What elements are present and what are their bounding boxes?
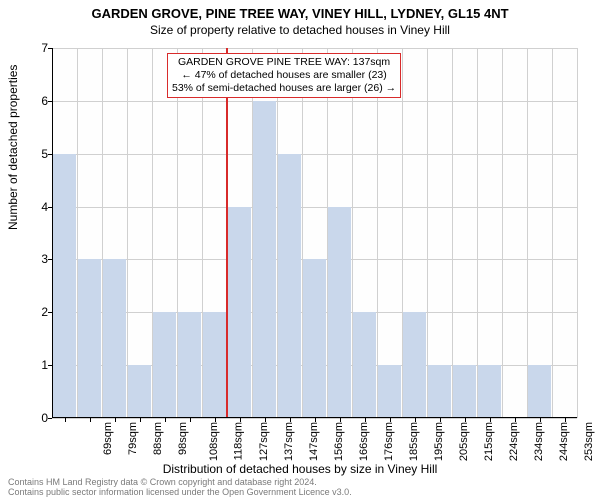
x-tick-label: 244sqm	[558, 422, 570, 461]
bar	[228, 207, 251, 418]
marker-line	[226, 48, 228, 418]
x-tick	[165, 418, 166, 422]
bar	[128, 365, 151, 418]
bar	[428, 365, 451, 418]
callout-box: GARDEN GROVE PINE TREE WAY: 137sqm← 47% …	[167, 53, 401, 98]
x-tick-label: 108sqm	[208, 422, 220, 461]
x-tick-label: 224sqm	[508, 422, 520, 461]
bar	[203, 312, 226, 418]
gridline-v	[452, 48, 453, 418]
x-tick-label: 88sqm	[152, 422, 164, 455]
bar	[453, 365, 476, 418]
bar	[53, 154, 76, 418]
y-axis-line	[52, 48, 53, 418]
callout-line: GARDEN GROVE PINE TREE WAY: 137sqm	[172, 56, 396, 69]
callout-line: 53% of semi-detached houses are larger (…	[172, 82, 396, 95]
y-tick	[48, 418, 52, 419]
y-tick-label: 0	[41, 411, 48, 425]
bar	[178, 312, 201, 418]
gridline-v	[427, 48, 428, 418]
footer-line-2: Contains public sector information licen…	[8, 488, 352, 498]
x-tick-label: 147sqm	[308, 422, 320, 461]
x-tick	[90, 418, 91, 422]
bar	[353, 312, 376, 418]
gridline-v	[552, 48, 553, 418]
footer-attribution: Contains HM Land Registry data © Crown c…	[8, 478, 352, 498]
chart-plot-area: GARDEN GROVE PINE TREE WAY: 137sqm← 47% …	[52, 48, 577, 418]
bar	[253, 101, 276, 418]
x-tick-label: 156sqm	[333, 422, 345, 461]
y-tick-label: 7	[41, 41, 48, 55]
x-tick-label: 79sqm	[127, 422, 139, 455]
x-tick	[115, 418, 116, 422]
page-title-1: GARDEN GROVE, PINE TREE WAY, VINEY HILL,…	[0, 0, 600, 21]
gridline-v	[527, 48, 528, 418]
y-tick-label: 2	[41, 305, 48, 319]
y-tick-label: 3	[41, 252, 48, 266]
x-tick-label: 205sqm	[458, 422, 470, 461]
x-tick	[65, 418, 66, 422]
x-tick-label: 118sqm	[232, 422, 244, 460]
bar	[528, 365, 551, 418]
gridline-h	[52, 101, 577, 102]
x-tick-label: 253sqm	[583, 422, 595, 461]
gridline-v	[477, 48, 478, 418]
gridline-h	[52, 207, 577, 208]
x-tick-label: 98sqm	[177, 422, 189, 455]
bar	[78, 259, 101, 418]
x-tick-label: 176sqm	[383, 422, 395, 461]
x-tick-label: 127sqm	[258, 422, 270, 461]
x-tick-label: 166sqm	[358, 422, 370, 461]
x-tick-label: 195sqm	[433, 422, 445, 461]
gridline-h	[52, 154, 577, 155]
gridline-v	[577, 48, 578, 418]
x-tick	[190, 418, 191, 422]
x-tick-label: 137sqm	[283, 422, 295, 461]
bar	[103, 259, 126, 418]
y-axis-label: Number of detached properties	[6, 65, 20, 230]
x-tick-label: 69sqm	[102, 422, 114, 455]
y-tick-label: 6	[41, 94, 48, 108]
y-tick-label: 4	[41, 200, 48, 214]
bar	[478, 365, 501, 418]
bar	[403, 312, 426, 418]
gridline-v	[127, 48, 128, 418]
bar	[378, 365, 401, 418]
x-tick-label: 234sqm	[533, 422, 545, 461]
y-tick-label: 1	[41, 358, 48, 372]
gridline-h	[52, 48, 577, 49]
x-tick-label: 185sqm	[408, 422, 420, 461]
y-tick-label: 5	[41, 147, 48, 161]
page-title-2: Size of property relative to detached ho…	[0, 21, 600, 37]
bar	[303, 259, 326, 418]
x-tick-label: 215sqm	[483, 422, 495, 461]
callout-line: ← 47% of detached houses are smaller (23…	[172, 69, 396, 82]
gridline-v	[502, 48, 503, 418]
gridline-v	[377, 48, 378, 418]
bar	[278, 154, 301, 418]
bar	[328, 207, 351, 418]
bar	[153, 312, 176, 418]
x-axis-label: Distribution of detached houses by size …	[0, 462, 600, 476]
x-tick	[140, 418, 141, 422]
